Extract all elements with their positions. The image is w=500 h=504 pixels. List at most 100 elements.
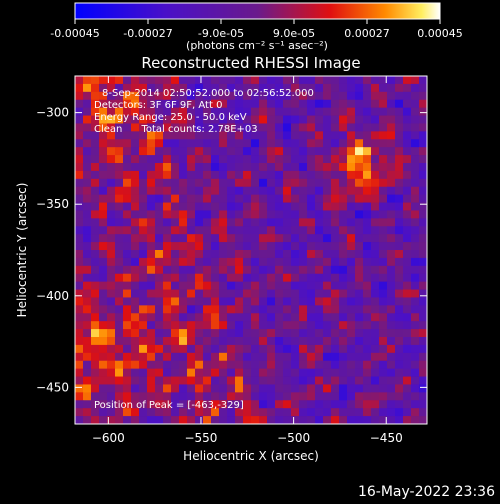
heatmap-cell — [83, 170, 92, 180]
heatmap-cell — [155, 416, 164, 424]
heatmap-cell — [307, 115, 316, 124]
heatmap-cell — [387, 242, 396, 251]
heatmap-cell — [107, 360, 116, 370]
heatmap-cell — [363, 242, 372, 251]
heatmap-cell — [307, 360, 316, 370]
heatmap-cell — [203, 257, 212, 267]
heatmap-cell — [259, 273, 268, 283]
heatmap-cell — [99, 83, 108, 93]
heatmap-cell — [355, 337, 364, 346]
heatmap-cell — [171, 297, 180, 306]
heatmap-cell — [251, 170, 260, 180]
annotation-energy: Energy Range: 25.0 - 50.0 keV — [94, 112, 247, 123]
heatmap-cell — [131, 76, 140, 85]
heatmap-cell — [163, 400, 172, 409]
heatmap-cell — [139, 344, 148, 354]
heatmap-cell — [123, 321, 132, 330]
heatmap-cell — [371, 186, 380, 196]
heatmap-cell — [259, 83, 268, 93]
heatmap-cell — [99, 194, 108, 203]
heatmap-cell — [107, 289, 116, 298]
heatmap-cell — [315, 305, 324, 314]
heatmap-cell — [403, 297, 412, 306]
heatmap-cell — [139, 234, 148, 243]
heatmap-cell — [179, 202, 188, 211]
heatmap-cell — [107, 344, 116, 354]
heatmap-cell — [283, 163, 292, 172]
heatmap-cell — [147, 107, 156, 116]
heatmap-cell — [323, 257, 332, 267]
heatmap-cell — [123, 242, 132, 251]
heatmap-cell — [163, 131, 172, 140]
heatmap-cell — [83, 218, 92, 227]
heatmap-cell — [403, 321, 412, 330]
heatmap-cell — [179, 131, 188, 140]
heatmap-cell — [179, 170, 188, 180]
heatmap-cell — [275, 163, 284, 172]
heatmap-cell — [315, 186, 324, 196]
heatmap-cell — [83, 91, 92, 101]
heatmap-cell — [323, 297, 332, 306]
heatmap-cell — [355, 107, 364, 116]
heatmap-cell — [91, 384, 100, 393]
heatmap-cell — [91, 281, 100, 290]
heatmap-cell — [211, 234, 220, 243]
heatmap-cell — [235, 107, 244, 116]
heatmap-cell — [315, 178, 324, 188]
heatmap-cell — [235, 115, 244, 124]
heatmap-cell — [363, 163, 372, 172]
heatmap-cell — [267, 99, 276, 109]
heatmap-cell — [139, 321, 148, 330]
heatmap-cell — [331, 250, 340, 259]
heatmap-cell — [203, 107, 212, 116]
heatmap-cell — [203, 329, 212, 338]
heatmap-cell — [299, 376, 308, 385]
heatmap-cell — [179, 329, 188, 338]
heatmap-cell — [275, 186, 284, 196]
heatmap-cell — [187, 250, 196, 259]
heatmap-cell — [195, 210, 204, 219]
heatmap-cell — [283, 368, 292, 377]
heatmap-cell — [243, 352, 252, 362]
heatmap-cell — [147, 218, 156, 227]
heatmap-cell — [91, 321, 100, 330]
heatmap-cell — [339, 321, 348, 330]
heatmap-cell — [419, 337, 427, 346]
heatmap-cell — [315, 226, 324, 235]
heatmap-cell — [283, 408, 292, 417]
heatmap-cell — [91, 416, 100, 424]
heatmap-cell — [91, 186, 100, 196]
colorbar-ticks: -0.00045 -0.00027 -9.0e-05 9.0e-05 0.00027 0.… — [50, 19, 463, 40]
heatmap-cell — [251, 265, 260, 275]
heatmap-cell — [235, 186, 244, 196]
heatmap-cell — [235, 281, 244, 290]
heatmap-cell — [379, 392, 388, 401]
heatmap-cell — [275, 337, 284, 346]
heatmap-cell — [395, 392, 404, 401]
heatmap-cell — [347, 163, 356, 172]
heatmap-cell — [355, 163, 364, 172]
heatmap-cell — [315, 257, 324, 267]
heatmap-cell — [363, 376, 372, 385]
heatmap-cell — [283, 170, 292, 180]
heatmap-cell — [227, 257, 236, 267]
heatmap-cell — [347, 218, 356, 227]
heatmap-cell — [163, 123, 172, 132]
heatmap-cell — [179, 400, 188, 409]
heatmap-cell — [187, 210, 196, 219]
heatmap-cell — [267, 273, 276, 283]
heatmap-cell — [355, 234, 364, 243]
heatmap-cell — [259, 178, 268, 188]
heatmap-cell — [139, 305, 148, 314]
heatmap-cell — [395, 313, 404, 322]
heatmap-cell — [283, 202, 292, 211]
heatmap-cell — [163, 384, 172, 393]
heatmap-cell — [123, 281, 132, 290]
heatmap-cell — [339, 170, 348, 180]
heatmap-cell — [171, 337, 180, 346]
heatmap-cell — [411, 360, 420, 370]
heatmap-cell — [403, 107, 412, 116]
heatmap-cell — [307, 416, 316, 424]
heatmap-cell — [155, 289, 164, 298]
heatmap-cell — [419, 376, 427, 385]
